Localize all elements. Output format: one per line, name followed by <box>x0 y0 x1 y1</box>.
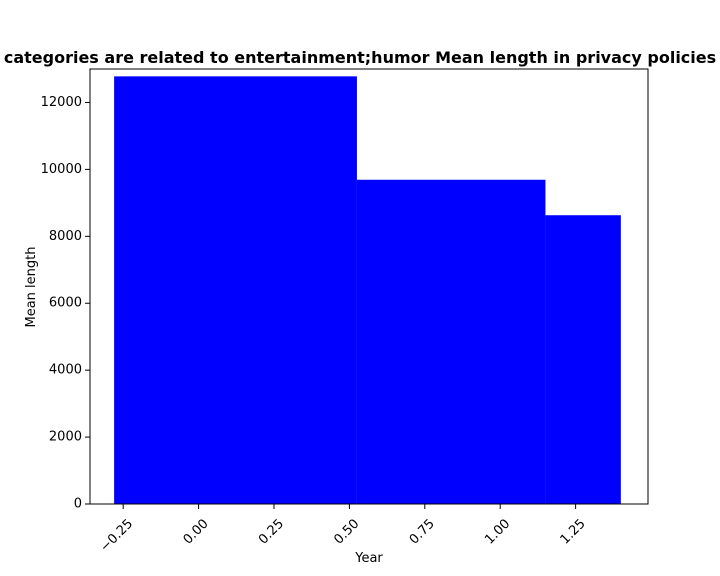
y-tick-label: 6000 <box>49 296 82 311</box>
y-axis-ticks: 0 2000 4000 6000 8000 10000 12000 <box>41 95 90 512</box>
x-tick-label: 0.25 <box>256 516 287 547</box>
bar-2 <box>545 215 621 504</box>
bars-group <box>114 76 621 504</box>
y-tick-label: 0 <box>74 497 82 512</box>
x-tick-label: 0.50 <box>331 516 362 547</box>
y-tick-label: 8000 <box>49 229 82 244</box>
plot-frame <box>89 68 649 505</box>
x-tick-label: 0.00 <box>181 516 212 547</box>
x-tick-label: 1.00 <box>482 516 513 547</box>
x-tick-label: 0.75 <box>407 516 438 547</box>
x-tick-label: 1.25 <box>558 516 589 547</box>
y-tick-label: 12000 <box>41 95 82 110</box>
x-axis-label: Year <box>354 551 383 566</box>
x-axis-ticks: −0.25 0.00 0.25 0.50 0.75 1.00 1.25 <box>97 504 589 555</box>
y-axis-label: Mean length <box>24 247 39 328</box>
chart-title: categories are related to entertainment;… <box>4 48 716 67</box>
y-tick-label: 4000 <box>49 363 82 378</box>
y-tick-label: 2000 <box>49 430 82 445</box>
y-tick-label: 10000 <box>41 162 82 177</box>
x-tick-label: −0.25 <box>97 516 136 555</box>
bar-0 <box>114 76 357 504</box>
bar-1 <box>356 179 546 504</box>
